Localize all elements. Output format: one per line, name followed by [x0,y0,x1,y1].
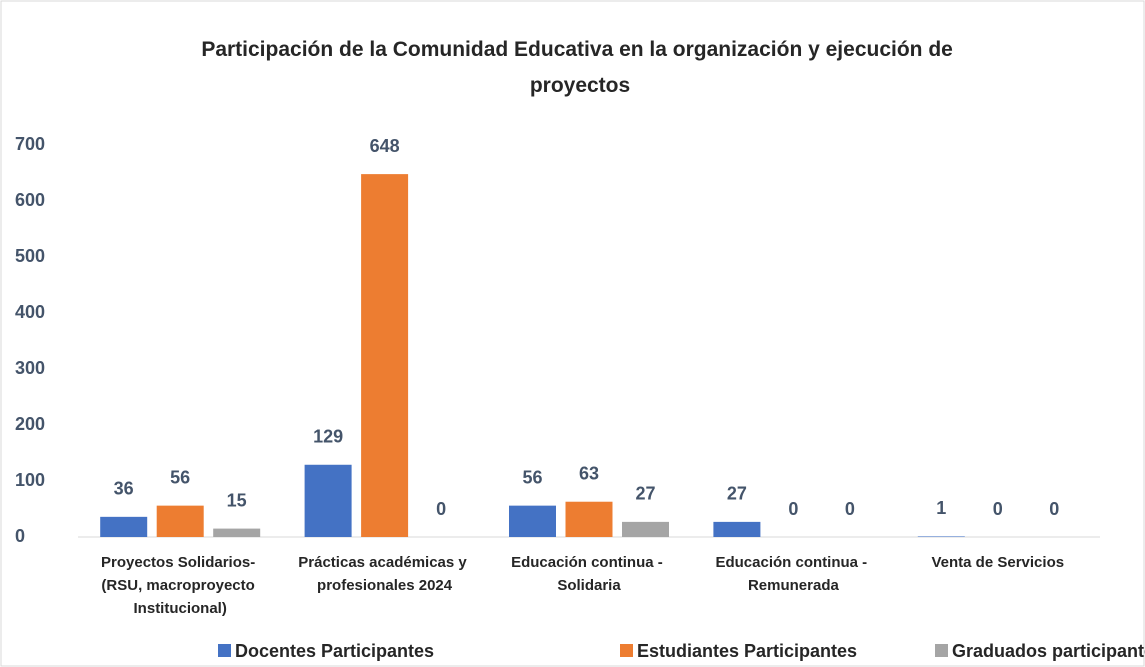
data-label: 0 [1049,499,1059,519]
y-tick-label: 600 [15,190,45,210]
y-tick-label: 100 [15,470,45,490]
legend-swatch [218,644,231,657]
legend-label: Estudiantes Participantes [637,641,857,661]
data-label: 27 [635,484,655,504]
data-label: 0 [845,499,855,519]
y-tick-label: 700 [15,134,45,154]
data-label: 129 [313,427,343,447]
data-label: 648 [370,136,400,156]
data-label: 63 [579,463,599,483]
data-label: 0 [993,499,1003,519]
legend-label: Docentes Participantes [235,641,434,661]
bar [622,521,669,537]
y-tick-label: 500 [15,246,45,266]
y-tick-label: 0 [15,526,25,546]
bar [156,505,204,537]
legend-swatch [935,644,948,657]
bar [565,501,613,537]
data-label: 0 [436,499,446,519]
bar [213,528,261,537]
data-label: 36 [114,479,134,499]
data-label: 15 [227,490,247,510]
data-label: 27 [727,484,747,504]
bar [100,516,148,537]
x-tick-label: Educación continua - Solidaria [511,554,667,594]
x-tick-label: Proyectos Solidarios- (RSU, macroproyect… [101,554,259,617]
legend-label: Graduados participantes [952,641,1145,661]
data-label: 1 [936,498,946,518]
data-label: 0 [788,499,798,519]
data-label: 56 [170,467,190,487]
bar [361,174,409,537]
x-tick-label: Educación continua - Remunerada [715,554,871,594]
bar [509,505,556,537]
data-label: 56 [522,467,542,487]
bar [713,521,761,537]
x-tick-label: Venta de Servicios [932,554,1065,571]
bar [917,536,965,537]
bar [304,464,352,537]
y-tick-label: 300 [15,358,45,378]
y-tick-label: 400 [15,302,45,322]
y-tick-label: 200 [15,414,45,434]
chart-title: Participación de la Comunidad Educativa … [201,38,958,97]
x-tick-label: Prácticas académicas y profesionales 202… [298,554,471,594]
legend-swatch [620,644,633,657]
